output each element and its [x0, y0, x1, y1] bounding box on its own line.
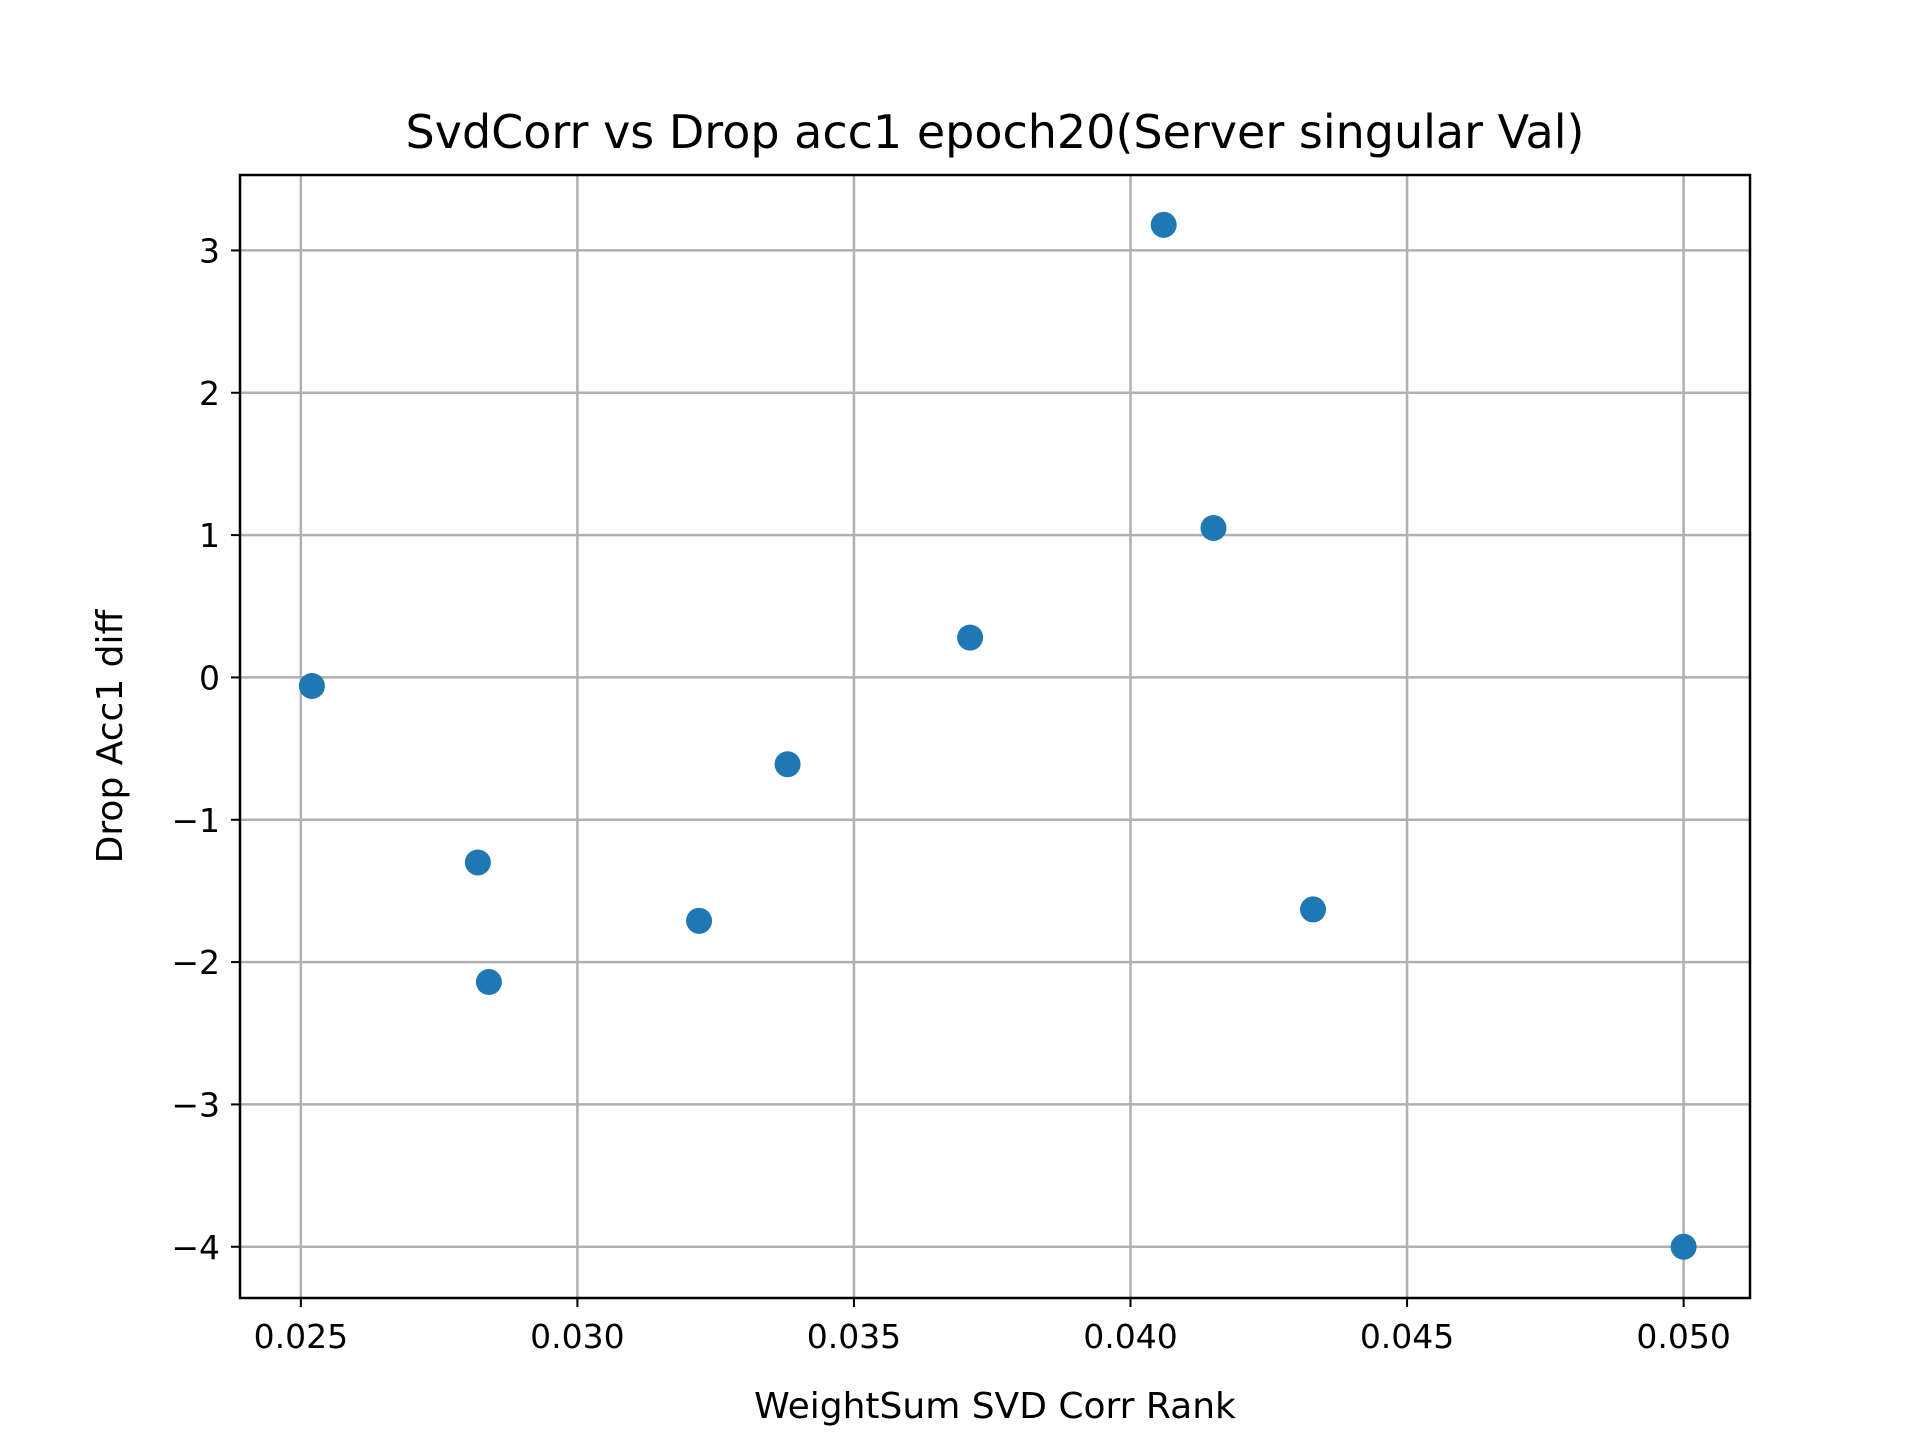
data-point — [957, 624, 984, 651]
x-tick-label: 0.030 — [530, 1317, 624, 1356]
data-point — [686, 907, 713, 934]
grid — [240, 175, 1750, 1298]
plot-area-frame — [238, 173, 1752, 1300]
y-axis-label: Drop Acc1 diff — [90, 608, 131, 863]
data-point — [298, 672, 325, 699]
x-axis-label: WeightSum SVD Corr Rank — [754, 1386, 1236, 1427]
data-points — [298, 211, 1697, 1260]
x-tick-label: 0.025 — [254, 1317, 348, 1356]
x-tick-label: 0.035 — [807, 1317, 901, 1356]
y-tick-label: −2 — [171, 943, 220, 982]
data-point — [475, 969, 502, 996]
x-tick-label: 0.045 — [1360, 1317, 1454, 1356]
x-tick-label: 0.050 — [1636, 1317, 1730, 1356]
data-point — [774, 751, 801, 778]
data-point — [1150, 211, 1177, 238]
y-tick-label: 0 — [199, 658, 220, 697]
axis-ticks: 0.025 0.030 0.035 0.040 0.045 0.050 −4 −3 −2 −1 0 1… — [171, 231, 1731, 1356]
y-tick-label: −4 — [171, 1228, 220, 1267]
data-point — [1200, 514, 1227, 541]
y-tick-label: −3 — [171, 1085, 220, 1124]
x-tick-label: 0.040 — [1083, 1317, 1177, 1356]
y-tick-label: 1 — [199, 516, 220, 555]
data-point — [1670, 1233, 1697, 1260]
data-point — [464, 849, 491, 876]
y-tick-label: 3 — [199, 231, 220, 270]
chart-title: SvdCorr vs Drop acc1 epoch20(Server sing… — [406, 105, 1585, 159]
y-tick-label: 2 — [199, 374, 220, 413]
y-tick-label: −1 — [171, 801, 220, 840]
data-point — [1300, 896, 1327, 923]
